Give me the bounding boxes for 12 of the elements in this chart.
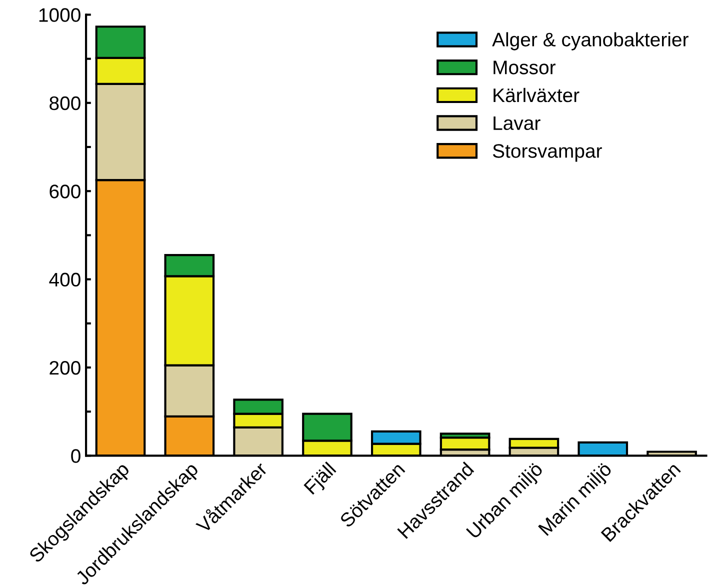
x-tick-label: Fjäll bbox=[303, 461, 340, 498]
y-tick-label: 0 bbox=[71, 449, 80, 463]
y-tick-label: 1000 bbox=[39, 8, 80, 22]
y-tick-label: 800 bbox=[50, 96, 80, 110]
y-tick-label: 600 bbox=[50, 184, 80, 198]
y-tick-label: 400 bbox=[49, 272, 80, 287]
legend-label: Storsvampar bbox=[492, 144, 602, 162]
legend-label: Lavar bbox=[494, 116, 540, 130]
legend-label: Kärlväxter bbox=[494, 88, 580, 102]
legend-label: Alger & cyanobakterier bbox=[492, 32, 688, 50]
y-tick-label: 200 bbox=[50, 360, 80, 375]
legend-label: Mossor bbox=[494, 60, 556, 74]
